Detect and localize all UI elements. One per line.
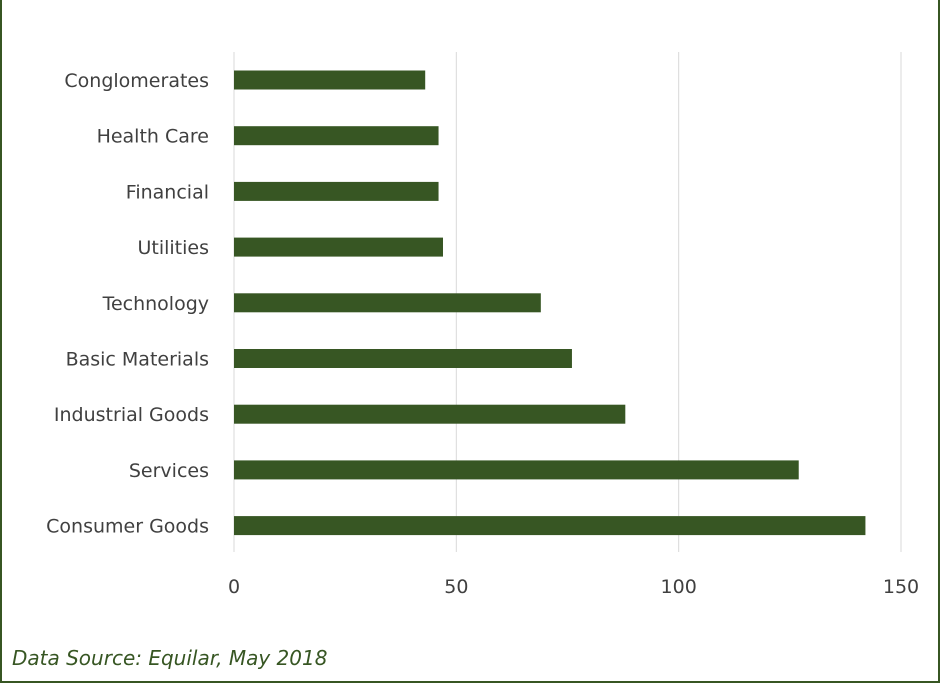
category-label-technology: Technology xyxy=(102,293,209,315)
bar-consumer-goods xyxy=(234,516,866,536)
bar-basic-materials xyxy=(234,349,572,368)
category-label-utilities: Utilities xyxy=(137,237,209,259)
category-label-industrial-goods: Industrial Goods xyxy=(54,404,209,426)
bar-industrial-goods xyxy=(234,404,626,424)
bar-health-care xyxy=(234,126,439,146)
x-tick-label-150: 150 xyxy=(883,576,919,598)
category-label-conglomerates: Conglomerates xyxy=(64,70,209,92)
category-label-services: Services xyxy=(129,460,209,482)
bar-services xyxy=(234,460,799,480)
x-tick-label-0: 0 xyxy=(228,576,240,598)
x-tick-label-100: 100 xyxy=(661,576,697,598)
bar-technology xyxy=(234,293,541,313)
bar-conglomerates xyxy=(234,70,426,90)
category-label-consumer-goods: Consumer Goods xyxy=(46,516,209,538)
x-tick-label-50: 50 xyxy=(444,576,468,598)
data-source-note: Data Source: Equilar, May 2018 xyxy=(12,646,328,670)
bar-financial xyxy=(234,181,439,201)
x-tick-labels: 0 50 100 150 xyxy=(228,576,919,598)
category-label-financial: Financial xyxy=(126,181,209,203)
bar-utilities xyxy=(234,237,443,257)
bars xyxy=(234,70,866,536)
category-label-basic-materials: Basic Materials xyxy=(66,349,209,371)
category-labels: Conglomerates Health Care Financial Utiliti… xyxy=(46,70,209,538)
category-label-health-care: Health Care xyxy=(97,126,209,148)
